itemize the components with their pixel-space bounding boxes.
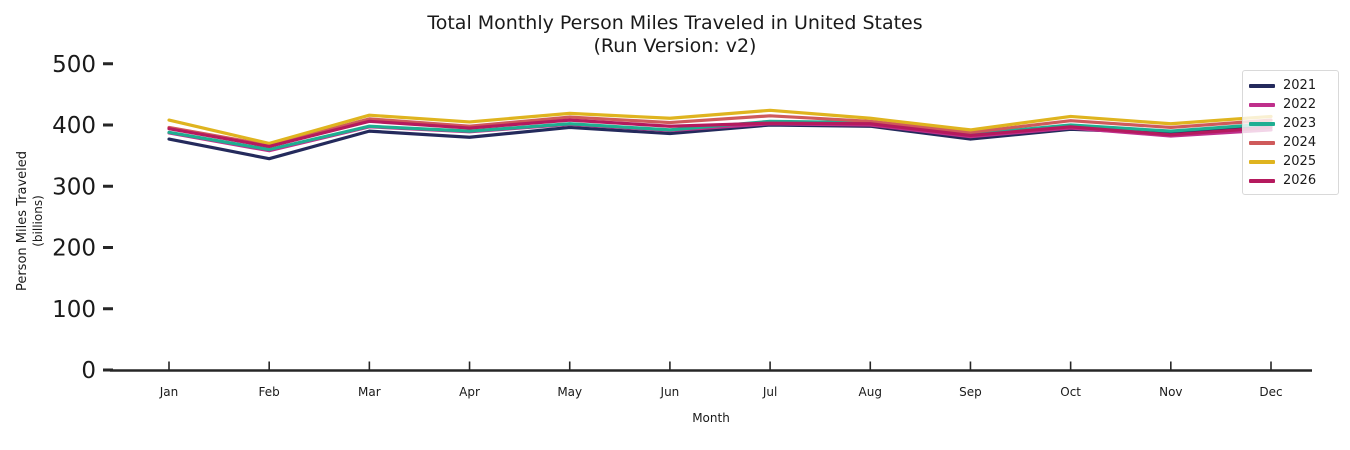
y-tick: [103, 307, 113, 311]
legend: 2021 2022 2023 2024 2025 2026: [1242, 70, 1339, 195]
x-tick-label: Nov: [1159, 385, 1182, 399]
legend-swatch-2026: [1249, 178, 1275, 183]
chart-subtitle: (Run Version: v2): [593, 35, 757, 57]
x-tick-label: Jun: [660, 385, 680, 399]
legend-label: 2025: [1283, 154, 1317, 169]
y-tick-label: 400: [52, 113, 96, 139]
legend-entry-2024: 2024: [1249, 133, 1332, 152]
y-tick-label: 0: [81, 358, 96, 384]
series-line-2026: [167, 118, 1273, 149]
chart-title: Total Monthly Person Miles Traveled in U…: [427, 12, 923, 34]
legend-label: 2021: [1283, 78, 1317, 93]
series-line-2024: [167, 114, 1273, 147]
legend-label: 2023: [1283, 116, 1317, 131]
legend-entry-2022: 2022: [1249, 95, 1332, 114]
legend-entry-2023: 2023: [1249, 114, 1332, 133]
y-tick: [103, 62, 113, 66]
y-tick: [103, 246, 113, 249]
x-axis-label: Month: [692, 411, 730, 425]
legend-swatch-2025: [1249, 159, 1275, 164]
x-tick-label: Aug: [859, 385, 882, 399]
legend-swatch-2021: [1249, 83, 1275, 88]
legend-entry-2025: 2025: [1249, 152, 1332, 171]
legend-label: 2026: [1283, 173, 1317, 188]
legend-label: 2024: [1283, 135, 1317, 150]
x-tick-label: Dec: [1259, 385, 1282, 399]
legend-swatch-2024: [1249, 140, 1275, 145]
legend-entry-2021: 2021: [1249, 76, 1332, 95]
legend-entry-2026: 2026: [1249, 171, 1332, 190]
x-tick-label: Feb: [259, 385, 280, 399]
series-line-2025: [167, 108, 1273, 145]
legend-swatch-2022: [1249, 102, 1275, 107]
y-tick-label: 500: [52, 52, 96, 78]
y-tick: [103, 368, 113, 372]
x-tick-label: Sep: [959, 385, 982, 399]
x-tick-label: Apr: [459, 385, 480, 399]
x-tick-label: May: [557, 385, 582, 399]
legend-swatch-2023: [1249, 121, 1275, 126]
x-tick-label: Oct: [1060, 385, 1081, 399]
x-tick-label: Jul: [762, 385, 777, 399]
y-tick-label: 300: [52, 174, 96, 200]
y-tick: [103, 123, 113, 127]
x-tick-label: Mar: [358, 385, 381, 399]
y-tick-label: 200: [52, 236, 96, 262]
y-tick: [103, 184, 113, 188]
x-tick-label: Jan: [159, 385, 179, 399]
y-tick-label: 100: [52, 297, 96, 323]
legend-label: 2022: [1283, 97, 1317, 112]
